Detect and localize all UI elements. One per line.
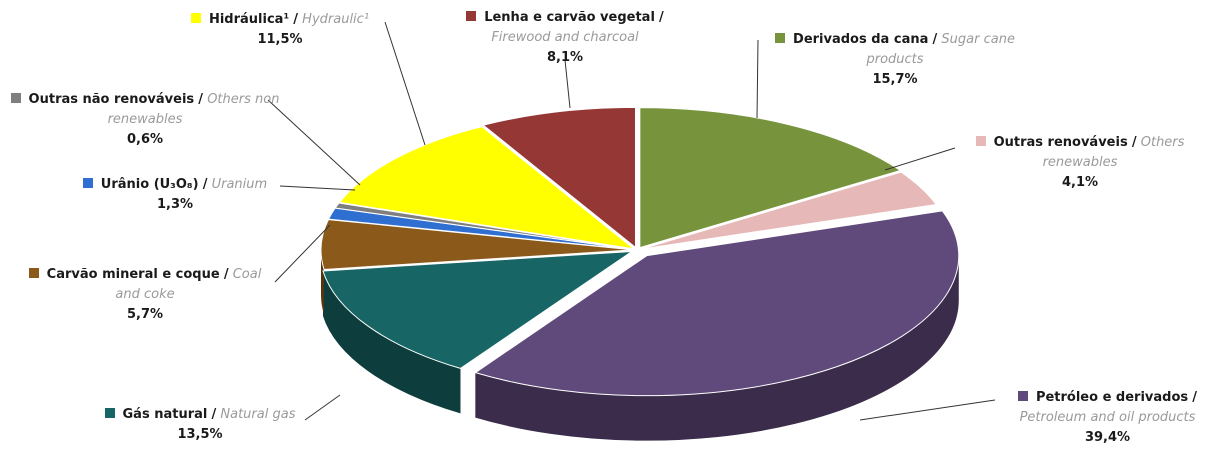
label-sep: / [293,12,299,27]
slice-side [321,249,325,315]
label-en: Natural gas [220,407,296,422]
label-sep: / [223,267,229,282]
label-en: Sugar cane products [866,32,1015,67]
leader-line [267,99,361,186]
label-pt: Gás natural [122,407,208,422]
label-pt: Lenha e carvão vegetal [484,10,655,25]
value-label: 11,5% [257,32,303,47]
label-sep: / [1192,390,1198,405]
label-pt: Hidráulica¹ [208,12,290,27]
leader-line [304,394,341,421]
legend-swatch [1017,391,1028,401]
value-label: 4,1% [1061,175,1099,190]
label-en: Coal and coke [115,267,262,302]
label-en: Uranium [211,177,268,192]
legend-swatch [775,33,786,43]
value-label: 39,4% [1084,430,1131,445]
label-pt: Urânio (U₃O₈) [100,177,199,192]
label-sep: / [659,10,664,25]
legend-swatch [466,11,477,21]
legend-swatch [975,136,986,146]
slice-label: Lenha e carvão vegetal / Firewood and ch… [440,8,690,68]
leader-line [564,59,571,109]
value-label: 15,7% [872,72,918,87]
label-sep: / [932,32,938,47]
label-en: Firewood and charcoal [491,30,639,45]
value-label: 5,7% [126,307,164,322]
leader-line [884,147,956,171]
slice-label: Carvão mineral e coque / Coal and coke 5,… [15,265,275,325]
slice-label: Petróleo e derivados / Petroleum and oil… [995,388,1220,448]
slice [338,126,636,250]
slice-side [322,270,461,414]
value-label: 1,3% [156,197,194,212]
leader-line [274,224,331,283]
slice-label: Outras não renováveis / Others non renew… [5,90,285,150]
slice-label: Derivados da cana / Sugar cane products 1… [760,30,1030,90]
label-sep: / [1131,135,1137,150]
label-pt: Outras não renováveis [28,92,195,107]
leader-line [384,21,426,146]
label-en: Others renewables [1042,135,1185,170]
legend-swatch [104,408,115,418]
label-pt: Petróleo e derivados [1035,390,1189,405]
leader-line [756,39,759,119]
slice-label: Outras renováveis / Others renewables 4,1… [960,133,1200,193]
leader-line [859,399,996,421]
slice-label: Hidráulica¹ / Hydraulic¹ 11,5% [175,10,385,50]
legend-swatch [190,13,201,23]
label-sep: / [198,92,204,107]
slice [639,107,902,249]
label-en: Petroleum and oil products [1019,410,1196,425]
label-sep: / [211,407,217,422]
slice-label: Urânio (U₃O₈) / Uranium 1,3% [60,175,290,215]
leader-line [279,185,356,191]
slice-label: Gás natural / Natural gas 13,5% [85,405,315,445]
label-en: Hydraulic¹ [302,12,370,27]
slice [334,202,634,250]
slice [474,210,960,397]
label-pt: Derivados da cana [793,32,929,47]
label-sep: / [202,177,208,192]
value-label: 13,5% [177,427,223,442]
label-pt: Carvão mineral e coque [46,267,220,282]
value-label: 0,6% [126,132,164,147]
legend-swatch [82,178,93,188]
label-pt: Outras renováveis [993,135,1128,150]
slice [640,171,938,250]
legend-swatch [28,268,39,278]
label-en: Others non renewables [107,92,280,127]
value-label: 8,1% [546,50,584,65]
legend-swatch [10,93,21,103]
slice [482,106,636,249]
slice [322,250,634,369]
